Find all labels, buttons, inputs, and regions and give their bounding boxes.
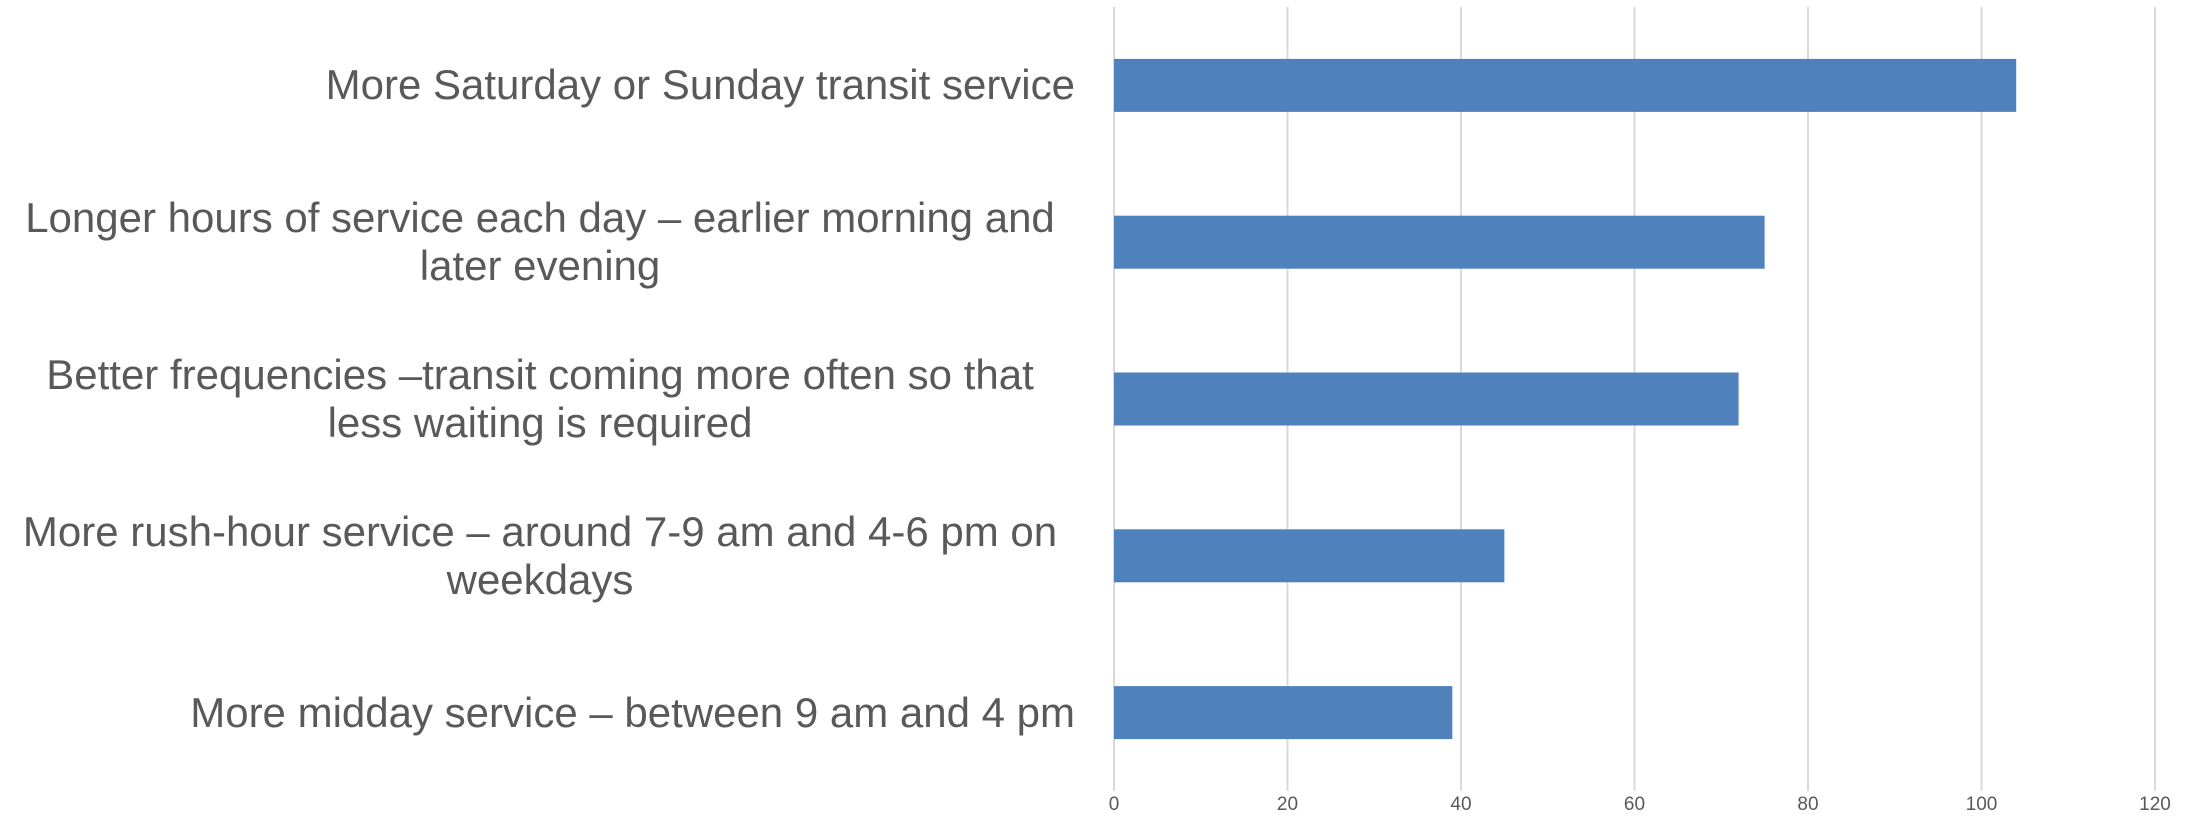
category-label-box: Longer hours of service each day – earli… — [0, 164, 1075, 321]
x-tick-label: 80 — [1797, 794, 1818, 815]
x-tick-label: 20 — [1277, 794, 1298, 815]
category-label-wrap: More rush-hour service – around 7-9 am a… — [0, 477, 1075, 634]
bar — [1114, 529, 1505, 583]
category-label: More rush-hour service – around 7-9 am a… — [22, 507, 1058, 603]
category-label-wrap: Longer hours of service each day – earli… — [0, 164, 1075, 321]
category-label-wrap: More Saturday or Sunday transit service — [0, 7, 1075, 164]
category-label-box: Better frequencies –transit coming more … — [0, 321, 1075, 478]
x-tick-label: 40 — [1450, 794, 1471, 815]
x-tick-label: 0 — [1109, 794, 1120, 815]
bar — [1114, 372, 1739, 426]
category-label: Longer hours of service each day – earli… — [25, 194, 1055, 290]
bar — [1114, 215, 1765, 269]
category-label-box: More midday service – between 9 am and 4… — [0, 634, 1075, 791]
category-label: Better frequencies –transit coming more … — [46, 350, 1034, 446]
category-label-wrap: Better frequencies –transit coming more … — [0, 321, 1075, 478]
bar — [1114, 58, 2017, 112]
category-label: More Saturday or Sunday transit service — [325, 61, 1075, 109]
category-label-wrap: More midday service – between 9 am and 4… — [0, 634, 1075, 791]
category-label-box: More rush-hour service – around 7-9 am a… — [0, 477, 1075, 634]
x-tick-label: 60 — [1624, 794, 1645, 815]
x-tick-label: 100 — [1966, 794, 1998, 815]
category-label: More midday service – between 9 am and 4… — [190, 688, 1075, 736]
category-label-box: More Saturday or Sunday transit service — [0, 7, 1075, 164]
x-tick-label: 120 — [2139, 794, 2171, 815]
bar — [1114, 686, 1453, 740]
